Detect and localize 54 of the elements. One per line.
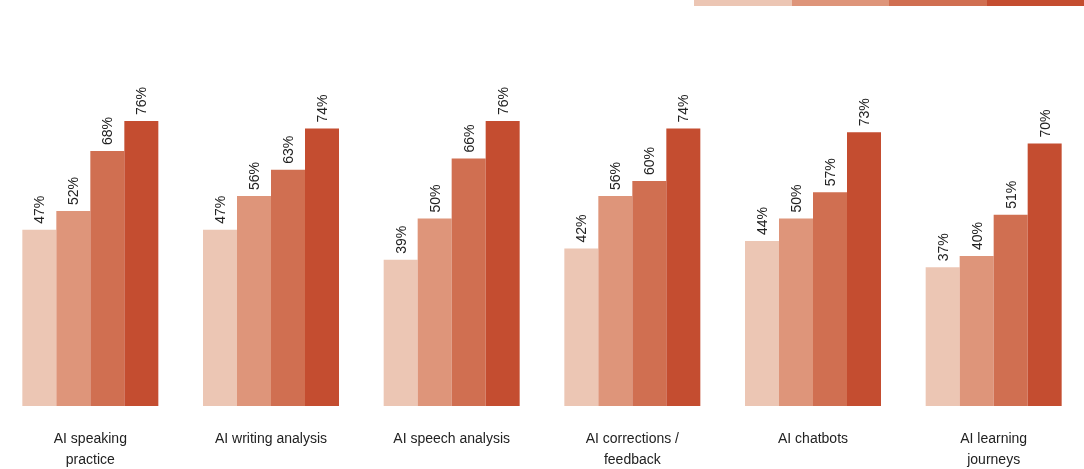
bar — [383, 259, 418, 406]
data-label: 44% — [754, 206, 770, 235]
bar — [90, 151, 125, 406]
data-label: 52% — [65, 176, 82, 205]
bar — [632, 181, 667, 406]
bar — [56, 211, 91, 406]
bar — [417, 218, 452, 406]
bar — [666, 128, 701, 406]
data-label: 70% — [1036, 109, 1053, 138]
data-label: 56% — [607, 161, 624, 190]
bar — [847, 132, 881, 406]
x-tick-label: AI speech analysis — [393, 429, 511, 446]
bar — [993, 214, 1028, 406]
bar — [564, 248, 599, 406]
bar — [271, 169, 305, 406]
data-label: 47% — [31, 195, 48, 224]
data-label: 73% — [856, 98, 872, 127]
bar — [925, 267, 960, 406]
data-label: 68% — [99, 116, 116, 145]
bar — [22, 229, 57, 406]
x-tick-label: AI learning journeys — [960, 429, 1028, 467]
bar — [813, 192, 847, 406]
data-label: 50% — [788, 184, 804, 213]
data-label: 50% — [426, 184, 443, 213]
data-label: 39% — [392, 225, 409, 254]
bar — [451, 158, 486, 406]
bar — [237, 196, 271, 406]
bar — [598, 196, 633, 406]
data-label: 66% — [460, 124, 477, 153]
data-label: 76% — [133, 86, 150, 115]
x-tick-label: AI writing analysis — [214, 429, 328, 446]
x-tick-label: AI corrections / feedback — [585, 429, 680, 467]
data-label: 51% — [1002, 180, 1019, 209]
data-label: 57% — [822, 158, 838, 187]
bar — [745, 241, 779, 406]
data-label: 74% — [675, 94, 692, 123]
data-label: 60% — [641, 146, 658, 175]
bar — [485, 121, 520, 406]
data-label: 47% — [212, 195, 228, 224]
data-label: 76% — [494, 86, 511, 115]
x-tick-label: AI speaking practice — [53, 429, 127, 467]
data-label: 42% — [573, 214, 590, 243]
bar — [779, 218, 813, 406]
x-tick-label: AI chatbots — [777, 429, 849, 446]
bar — [959, 256, 994, 406]
data-label: 63% — [280, 135, 296, 164]
data-label: 56% — [246, 161, 262, 190]
bar — [1027, 143, 1062, 406]
data-label: 74% — [314, 94, 330, 123]
bar — [203, 229, 237, 406]
data-label: 37% — [934, 233, 951, 262]
data-label: 40% — [968, 221, 985, 250]
bar — [124, 121, 159, 406]
bar — [305, 128, 339, 406]
